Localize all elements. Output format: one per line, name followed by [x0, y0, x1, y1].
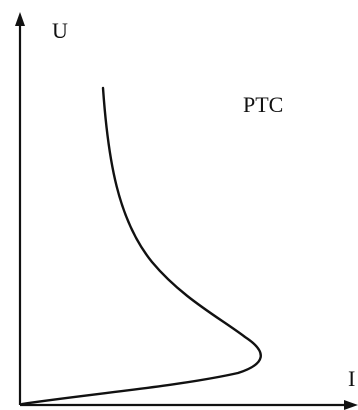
y-axis-arrowhead — [15, 12, 25, 26]
x-axis-label: I — [348, 366, 355, 391]
x-axis-arrowhead — [344, 400, 358, 410]
ptc-curve — [20, 86, 262, 406]
curve-label-ptc: PTC — [243, 92, 283, 117]
y-axis-label: U — [52, 18, 68, 43]
